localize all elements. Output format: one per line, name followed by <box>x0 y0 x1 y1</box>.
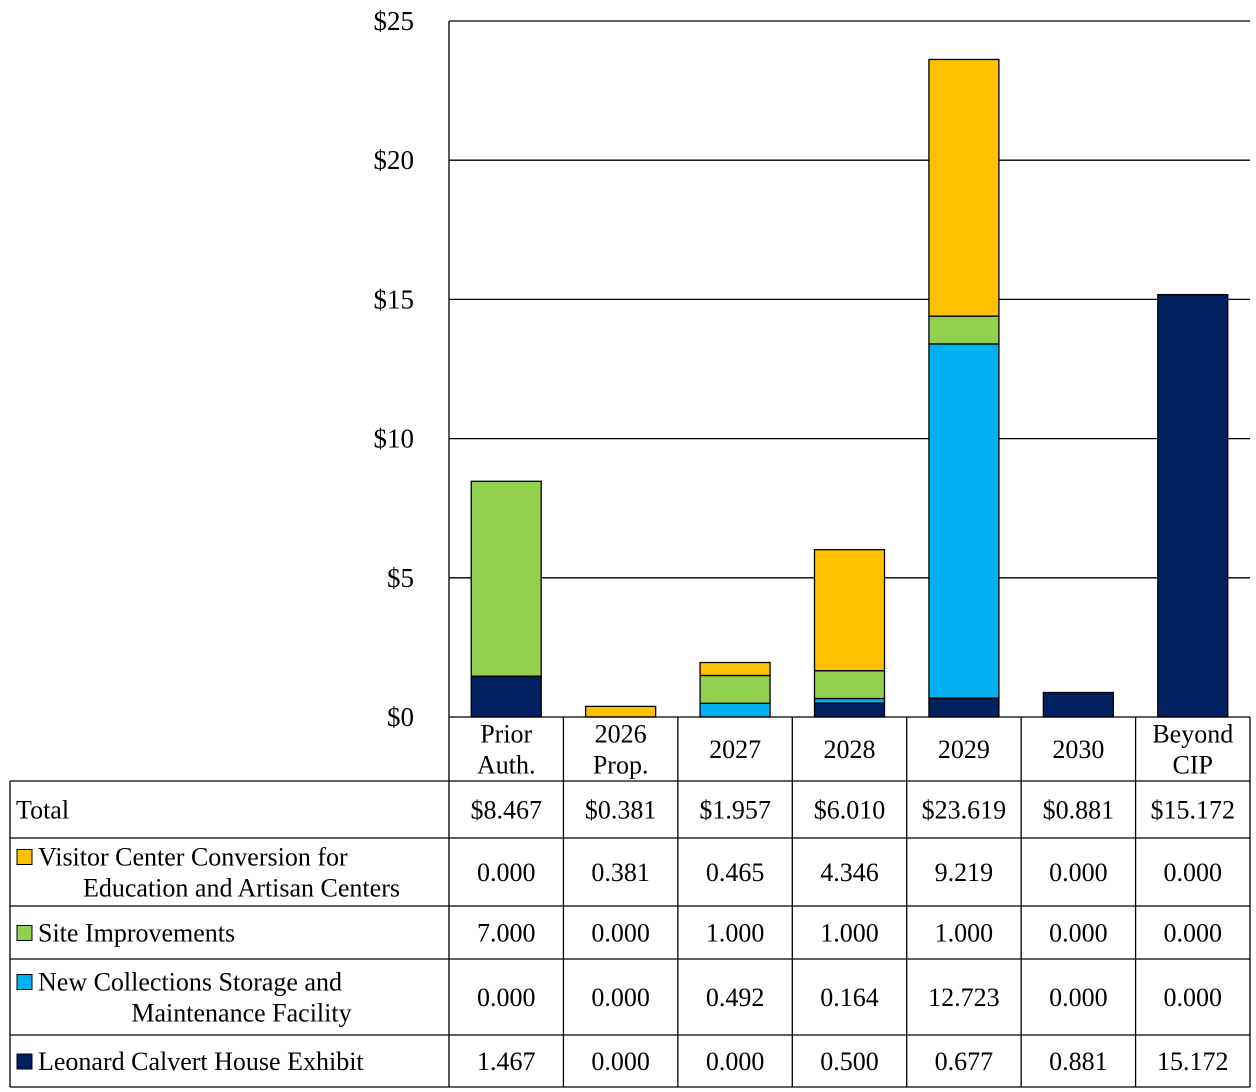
bar-segment <box>813 702 886 718</box>
y-tick-label: $5 <box>387 563 414 593</box>
y-tick-label: $0 <box>387 702 414 732</box>
total-value: $8.467 <box>470 796 542 825</box>
legend-key <box>16 1053 33 1070</box>
bar-segment <box>470 480 542 677</box>
cell-value: 0.677 <box>935 1047 994 1076</box>
category-label: 2028 <box>824 735 876 764</box>
series-label: Site Improvements <box>38 919 235 948</box>
cell-value: 0.000 <box>591 1047 650 1076</box>
cell-value: 4.346 <box>820 858 879 887</box>
cell-value: 0.000 <box>477 983 536 1012</box>
cell-value: 0.000 <box>1164 919 1223 948</box>
total-value: $15.172 <box>1151 796 1236 825</box>
legend-key <box>16 974 33 990</box>
bars <box>470 58 1229 718</box>
bar-segment <box>584 705 657 718</box>
bar-segment <box>813 549 886 672</box>
series-label: Leonard Calvert House Exhibit <box>38 1047 364 1076</box>
category-label: Auth. <box>477 751 536 780</box>
bar-segment <box>1042 691 1115 718</box>
series-label: Maintenance Facility <box>131 999 351 1028</box>
cell-value: 1.000 <box>706 919 765 948</box>
category-label: 2029 <box>938 735 990 764</box>
grid-lines <box>449 20 1250 579</box>
cell-value: 9.219 <box>935 858 994 887</box>
cell-value: 0.000 <box>477 858 536 887</box>
category-label: Beyond <box>1152 720 1233 749</box>
cell-value: 0.500 <box>820 1047 879 1076</box>
y-tick-label: $10 <box>374 424 415 454</box>
total-value: $0.881 <box>1043 796 1115 825</box>
bar-segment <box>813 697 886 704</box>
cell-value: 0.000 <box>1164 858 1223 887</box>
cell-value: 0.000 <box>1049 983 1108 1012</box>
cell-value: 0.000 <box>591 983 650 1012</box>
cell-value: 15.172 <box>1157 1047 1229 1076</box>
bar-segment <box>470 675 542 718</box>
category-label: Prior <box>480 720 532 749</box>
total-value: $6.010 <box>814 796 886 825</box>
cell-value: 1.467 <box>477 1047 536 1076</box>
category-label: 2030 <box>1052 735 1104 764</box>
bar-segment <box>699 661 771 677</box>
y-tick-label: $15 <box>374 284 415 314</box>
total-value: $1.957 <box>699 796 771 825</box>
y-axis: $0 $5 $10 $15 $20 $25 <box>374 6 450 732</box>
cell-value: 0.000 <box>706 1047 765 1076</box>
bar-segment <box>699 702 771 718</box>
legend-key <box>16 849 33 865</box>
bar-segment <box>699 674 771 704</box>
cell-value: 0.381 <box>591 858 650 887</box>
cell-value: 0.000 <box>1164 983 1223 1012</box>
series-label: New Collections Storage and <box>38 968 342 997</box>
cell-value: 0.000 <box>591 919 650 948</box>
cell-value: 0.465 <box>706 858 765 887</box>
cell-value: 0.492 <box>706 983 765 1012</box>
total-value: $23.619 <box>922 796 1007 825</box>
cell-value: 0.881 <box>1049 1047 1108 1076</box>
category-label: 2027 <box>709 735 761 764</box>
bar-segment <box>1157 293 1229 718</box>
bar-segment <box>928 343 1000 699</box>
total-value: $0.381 <box>585 796 657 825</box>
cell-value: 1.000 <box>935 919 994 948</box>
y-tick-label: $20 <box>374 145 415 175</box>
series-label: Visitor Center Conversion for <box>38 843 348 872</box>
cell-value: 0.000 <box>1049 919 1108 948</box>
cell-value: 1.000 <box>820 919 879 948</box>
cell-value: 0.164 <box>820 983 879 1012</box>
series-label: Education and Artisan Centers <box>83 874 400 903</box>
total-row-label: Total <box>16 796 69 825</box>
cell-value: 0.000 <box>1049 858 1108 887</box>
cell-value: 12.723 <box>928 983 1000 1012</box>
y-tick-label: $25 <box>374 6 415 36</box>
category-label: 2026 <box>595 720 647 749</box>
category-label: Prop. <box>593 751 649 780</box>
bar-segment <box>813 670 886 700</box>
bar-segment <box>928 315 1000 345</box>
category-label: CIP <box>1173 751 1213 780</box>
legend-key <box>16 925 33 941</box>
bar-segment <box>928 58 1000 317</box>
bar-segment <box>928 697 1000 718</box>
cell-value: 7.000 <box>477 919 536 948</box>
